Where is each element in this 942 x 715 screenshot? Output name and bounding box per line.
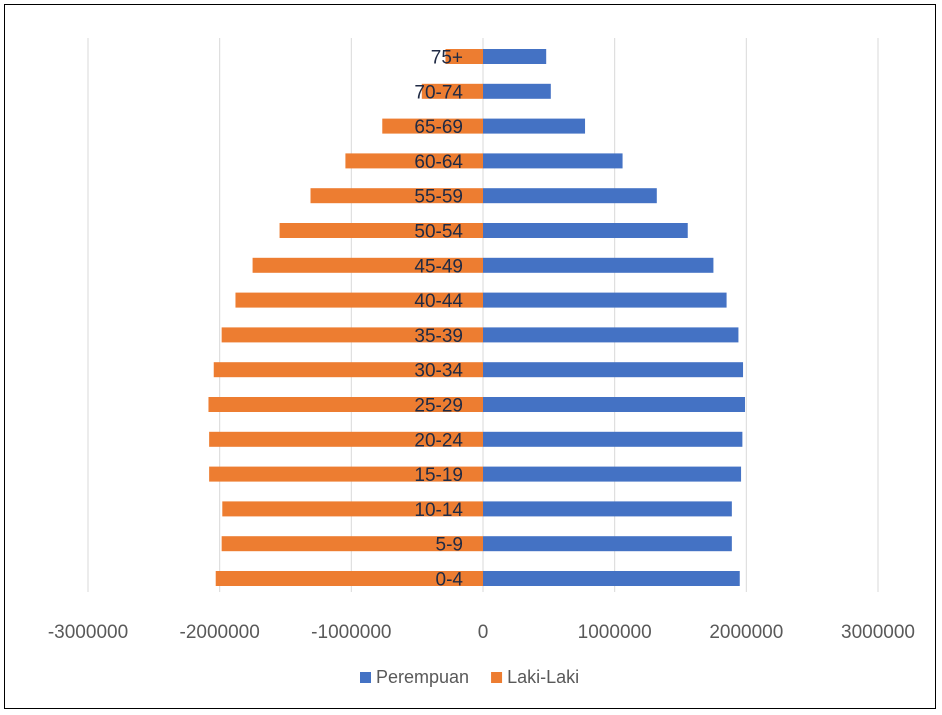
bar-perempuan-45-49: [483, 257, 714, 273]
category-label: 75+: [431, 48, 463, 69]
legend-swatch: [360, 672, 371, 683]
bar-laki-laki-15-19: [209, 466, 483, 482]
legend-label: Laki-Laki: [507, 667, 579, 687]
bar-laki-laki-30-34: [213, 362, 483, 378]
bar-laki-laki-70-74: [421, 83, 483, 99]
bar-perempuan-15-19: [483, 466, 742, 482]
bar-perempuan-10-14: [483, 501, 732, 517]
bar-perempuan-70-74: [483, 83, 551, 99]
category-label: 25-29: [414, 396, 463, 417]
bar-laki-laki-50-54: [279, 223, 483, 238]
bar-perempuan-60-64: [483, 153, 623, 169]
legend-item: Laki-Laki: [491, 667, 579, 687]
legend-label: Perempuan: [376, 667, 469, 687]
bar-laki-laki-55-59: [310, 188, 483, 204]
x-tick-label: 1000000: [578, 622, 652, 643]
bar-laki-laki-40-44: [235, 292, 483, 308]
x-tick-label: -3000000: [48, 622, 128, 643]
bars: [208, 49, 746, 586]
category-label: 45-49: [414, 256, 463, 277]
bar-laki-laki-20-24: [209, 431, 483, 447]
bar-laki-laki-35-39: [221, 327, 483, 343]
bar-laki-laki-5-9: [221, 536, 483, 552]
bar-perempuan-20-24: [483, 431, 743, 447]
x-tick-label: 2000000: [709, 622, 783, 643]
bar-perempuan-35-39: [483, 327, 739, 343]
category-label: 0-4: [436, 570, 464, 591]
category-label: 10-14: [414, 500, 463, 521]
category-label: 50-54: [414, 222, 463, 243]
category-label: 15-19: [414, 465, 463, 486]
category-label: 20-24: [414, 430, 463, 451]
x-tick-label: -1000000: [311, 622, 391, 643]
category-label: 65-69: [414, 117, 463, 138]
bar-laki-laki-45-49: [252, 257, 483, 273]
category-label: 70-74: [414, 82, 463, 103]
bar-laki-laki-65-69: [382, 118, 483, 134]
legend: Perempuan Laki-Laki: [360, 667, 579, 687]
bar-laki-laki-60-64: [345, 153, 483, 169]
category-label: 35-39: [414, 326, 463, 347]
bar-laki-laki-25-29: [208, 397, 483, 412]
legend-swatch: [491, 672, 503, 683]
category-label: 30-34: [414, 361, 463, 382]
x-tick-label: 0: [478, 622, 489, 643]
gridlines: [87, 38, 879, 592]
bar-laki-laki-10-14: [222, 501, 484, 517]
x-tick-label: -2000000: [180, 622, 260, 643]
bar-perempuan-0-4: [483, 571, 740, 586]
bar-perempuan-5-9: [483, 536, 732, 552]
bar-perempuan-50-54: [483, 223, 688, 238]
category-label: 5-9: [436, 535, 463, 556]
x-tick-label: 3000000: [841, 622, 915, 643]
legend-item: Perempuan: [360, 667, 469, 687]
bar-perempuan-40-44: [483, 292, 727, 308]
bar-perempuan-75plus: [483, 49, 547, 64]
category-labels: 0-4 5-9 10-14 15-19 20-24 25-29 30-34 35-39 40-4…: [414, 48, 463, 591]
bar-laki-laki-0-4: [215, 571, 483, 586]
x-tick-labels: -3000000 -2000000 -1000000 0 1000000 2000000 3…: [48, 622, 915, 643]
bar-perempuan-25-29: [483, 397, 746, 412]
bar-perempuan-30-34: [483, 362, 744, 378]
bar-perempuan-55-59: [483, 188, 657, 204]
category-label: 40-44: [414, 291, 463, 312]
category-label: 60-64: [414, 152, 463, 173]
bar-perempuan-65-69: [483, 118, 586, 134]
category-label: 55-59: [414, 187, 463, 208]
bar-laki-laki-75plus: [445, 49, 483, 64]
